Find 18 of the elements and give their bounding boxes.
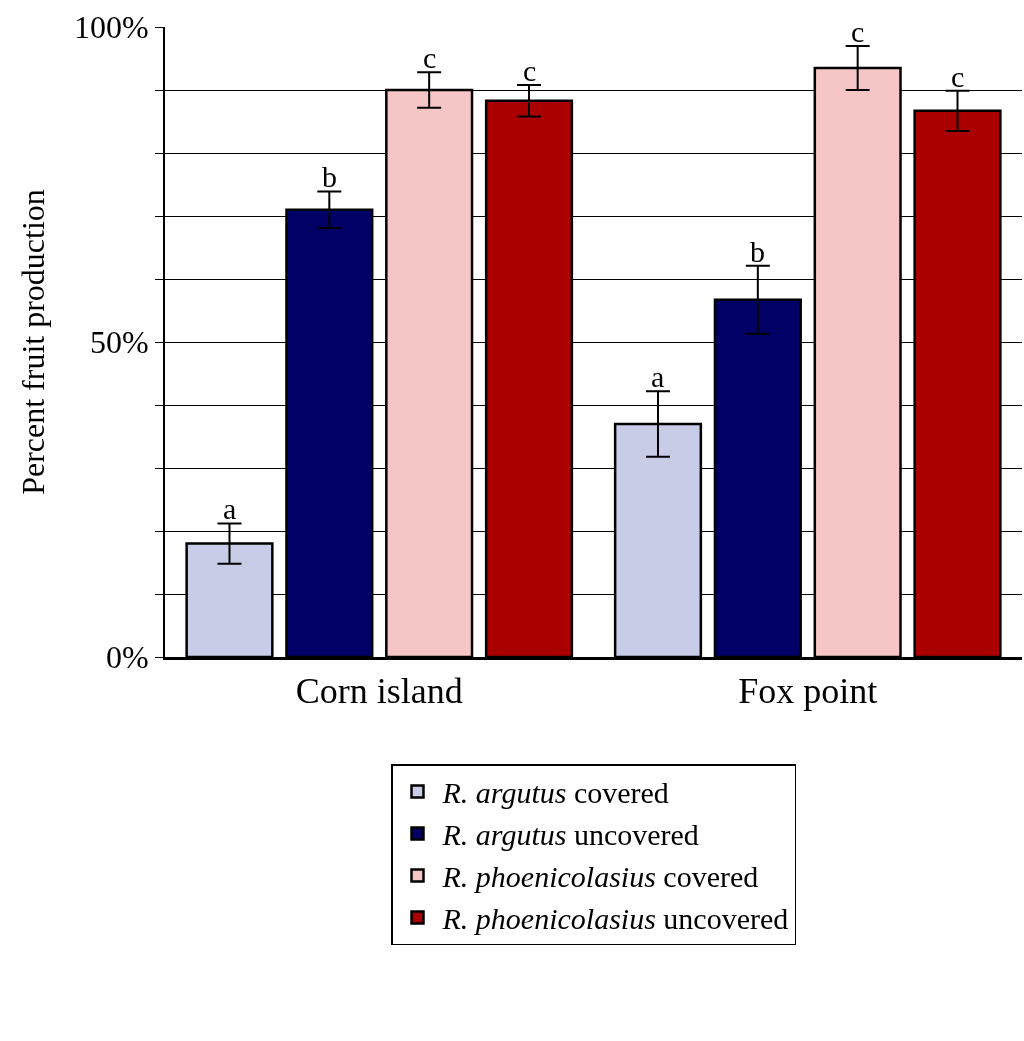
data-label: c [423, 41, 437, 74]
x-tick-label: Corn island [295, 671, 463, 712]
legend-label: R. argutus covered [441, 776, 669, 810]
x-tick-label: Fox point [738, 671, 878, 712]
y-tick-label: 0% [105, 639, 149, 676]
data-label: a [651, 360, 665, 393]
data-label: b [750, 235, 765, 268]
data-label: c [951, 60, 965, 93]
data-label: c [523, 54, 537, 87]
data-label: a [223, 492, 237, 525]
legend-label: R. phoenicolasius uncovered [441, 902, 789, 936]
y-axis-title: Percent fruit production [14, 189, 51, 495]
data-label: c [851, 15, 865, 48]
y-tick-label: 50% [89, 324, 149, 361]
data-label: b [322, 160, 337, 193]
legend-label: R. argutus uncovered [441, 818, 699, 852]
y-tick-label: 100% [73, 9, 149, 46]
legend-label: R. phoenicolasius covered [441, 860, 759, 894]
